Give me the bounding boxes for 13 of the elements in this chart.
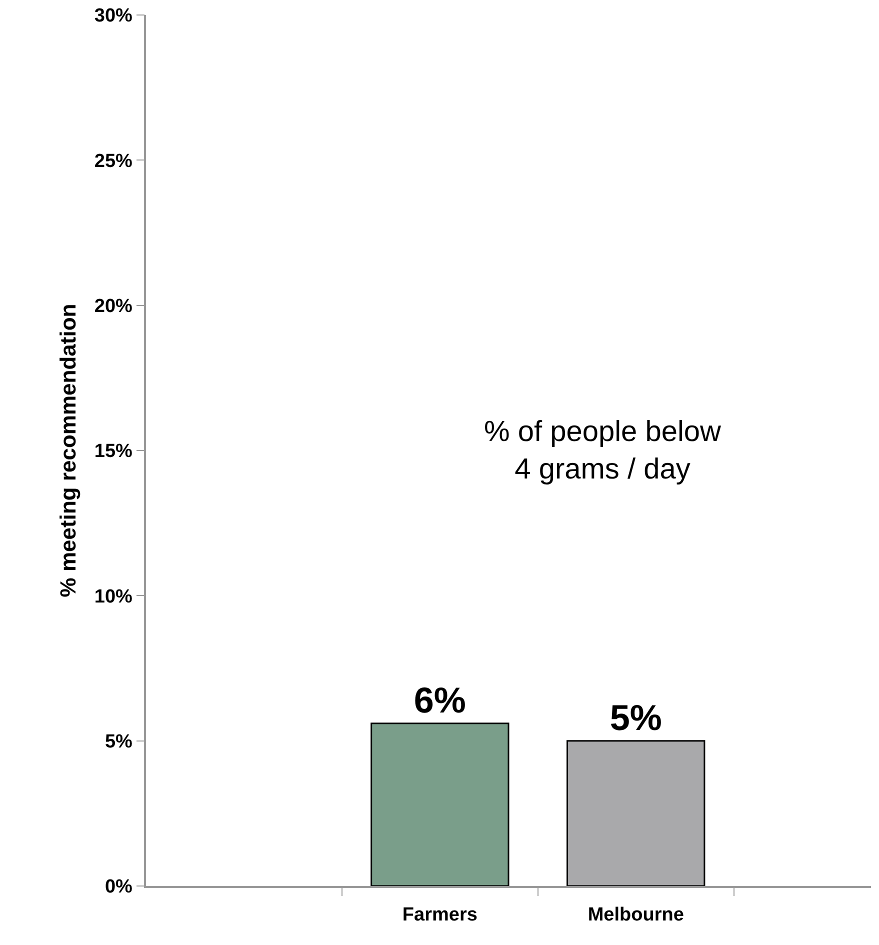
data-label: 5% (610, 696, 662, 738)
y-tick-label: 5% (104, 731, 133, 752)
y-tick-label: 25% (94, 150, 133, 172)
y-tick-label: 20% (94, 296, 133, 317)
x-tick-label: Farmers (402, 904, 478, 926)
data-label: 6% (414, 679, 466, 720)
y-tick-label: 15% (94, 441, 133, 462)
x-tick-label: Melbourne (588, 904, 684, 926)
y-tick-label: 10% (94, 586, 133, 608)
y-axis-title: % meeting recommendation (56, 304, 81, 598)
y-tick-label: 0% (104, 876, 133, 898)
annotation: % of people below 4 grams / day (484, 416, 722, 486)
y-tick-label: 30% (94, 6, 133, 27)
